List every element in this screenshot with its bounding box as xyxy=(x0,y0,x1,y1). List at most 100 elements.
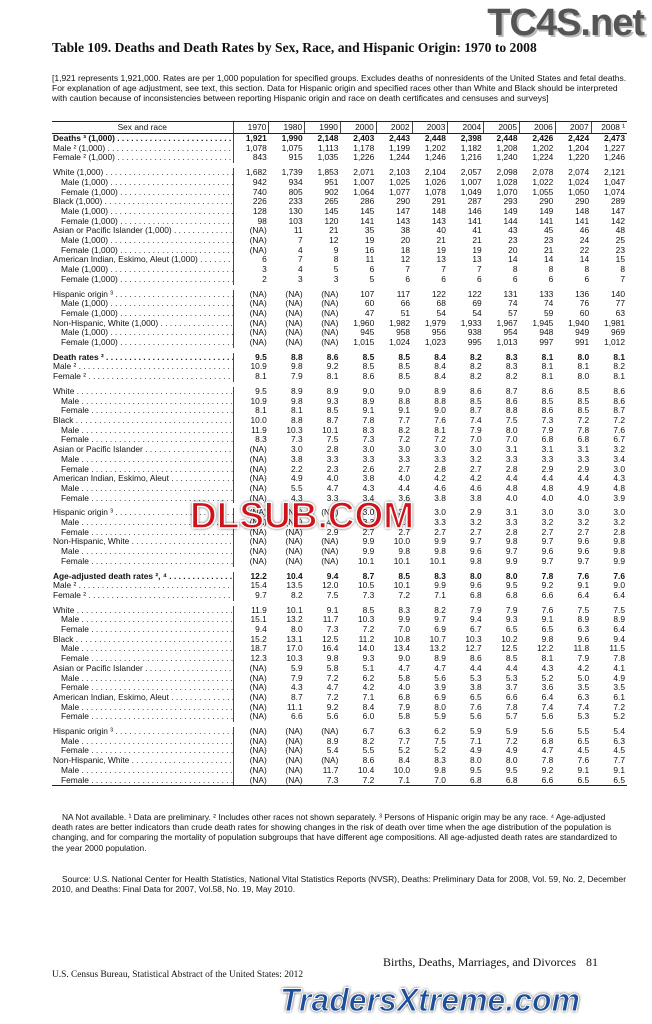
value-cell: 5.2 xyxy=(398,746,411,756)
value-cell: 2.7 xyxy=(470,464,482,474)
value-cell: 8.5 xyxy=(362,352,375,362)
value-cell: 9.9 xyxy=(505,556,518,566)
value-cell: 8.6 xyxy=(362,372,375,382)
value-cell: 9.1 xyxy=(398,406,411,416)
value-cell: 1,739 xyxy=(281,168,303,178)
value-cell: 8.1 xyxy=(232,372,269,382)
value-cell: 4.7 xyxy=(326,483,339,493)
value-cell: 46 xyxy=(579,226,590,236)
value-cell: 10.2 xyxy=(501,634,518,644)
row-label: Male xyxy=(52,644,233,654)
value-cell: 147 xyxy=(611,206,625,216)
value-cell: 8.0 xyxy=(434,702,446,712)
value-cell: 1,012 xyxy=(604,338,625,348)
value-cell: 12.5 xyxy=(501,644,518,654)
value-cell: 6.7 xyxy=(362,727,375,737)
value-cell: 5.3 xyxy=(470,673,482,683)
value-cell: 6.8 xyxy=(577,435,590,445)
value-cell: 12 xyxy=(400,255,411,265)
value-cell: 956 xyxy=(431,328,446,338)
row-label: White xyxy=(52,606,233,616)
column-header: 1970 xyxy=(232,121,269,134)
value-cell: 8.1 xyxy=(232,406,269,416)
value-cell: 3.5 xyxy=(577,683,590,693)
value-cell: 1,026 xyxy=(424,177,446,187)
value-cell: 286 xyxy=(360,197,375,207)
value-cell: 1,204 xyxy=(568,143,590,153)
value-cell: 5 xyxy=(369,274,375,284)
value-cell: 5.9 xyxy=(434,712,446,722)
row-label: Female xyxy=(52,494,233,504)
value-cell: 5.1 xyxy=(362,663,375,673)
value-cell: 8.6 xyxy=(541,386,554,396)
row-label: Female ² (1,000) xyxy=(52,153,233,163)
value-cell: 17.0 xyxy=(286,644,303,654)
value-cell: 9.8 xyxy=(470,556,482,566)
table-row: Hispanic origin ³(NA)(NA)(NA)6.76.36.25.… xyxy=(52,727,627,737)
value-cell: 8.9 xyxy=(434,654,446,664)
value-cell: 740 xyxy=(232,187,269,198)
value-cell: 8.8 xyxy=(290,352,303,362)
footer-publisher: U.S. Census Bureau, Statistical Abstract… xyxy=(52,970,304,980)
value-cell: 8.0 xyxy=(470,571,482,581)
value-cell: 7.9 xyxy=(290,673,303,683)
value-cell: 8.6 xyxy=(470,386,482,396)
value-cell: 2.8 xyxy=(326,445,339,455)
value-cell: 3.7 xyxy=(505,683,518,693)
value-cell: 3.8 xyxy=(470,493,482,503)
value-cell: 9.8 xyxy=(613,547,625,557)
value-cell: 226 xyxy=(232,197,269,207)
value-cell: 147 xyxy=(396,206,411,216)
value-cell: 1,967 xyxy=(496,318,518,328)
value-cell: 8.1 xyxy=(541,362,554,372)
value-cell: 1,023 xyxy=(424,338,446,348)
value-cell: (NA) xyxy=(285,328,303,338)
value-cell: 1,199 xyxy=(389,143,411,153)
table-row: American Indian, Eskimo, Aleut(NA) 4.9 4.0… xyxy=(52,474,627,484)
row-label: Hispanic origin ³ xyxy=(52,508,233,518)
row-label: Male xyxy=(52,426,233,436)
value-cell: 9.6 xyxy=(541,547,554,557)
value-cell: 15.2 xyxy=(232,634,269,645)
row-label: American Indian, Eskimo, Aleut xyxy=(52,474,233,484)
table-row: White11.9 10.1 9.1 8.5 8.3 8.2 7.9 7.9 7.6 7.5 7.5 xyxy=(52,605,627,616)
value-cell: 4.4 xyxy=(505,474,518,484)
value-cell: (NA) xyxy=(321,508,339,518)
row-label: Female xyxy=(52,435,233,445)
table-row: Deaths ³ (1,000)1,921 1,990 2,148 2,403 2,44… xyxy=(52,133,627,144)
value-cell: 6.2 xyxy=(362,673,375,683)
value-cell: 6.4 xyxy=(577,590,590,600)
value-cell: 8.2 xyxy=(398,425,411,435)
value-cell: (NA) xyxy=(232,493,269,504)
value-cell: 21 xyxy=(329,226,339,236)
value-cell: 7.4 xyxy=(577,702,590,712)
value-cell: 7.1 xyxy=(434,590,446,600)
value-cell: 14.0 xyxy=(357,644,375,654)
value-cell: 10.0 xyxy=(232,415,269,426)
table-row: Asian or Pacific Islander(NA) 3.0 2.8 3.0 3.… xyxy=(52,445,627,455)
value-cell: 1,945 xyxy=(532,318,554,328)
value-cell: 23 xyxy=(615,245,625,255)
row-label: Female xyxy=(52,775,233,787)
value-cell: 948 xyxy=(539,328,554,338)
value-cell: 4.4 xyxy=(470,663,482,673)
value-cell: 9.7 xyxy=(505,547,518,557)
value-cell: 9.4 xyxy=(326,571,339,581)
row-label: Male xyxy=(52,674,233,684)
section-name: Births, Deaths, Marriages, and Divorces xyxy=(383,955,576,969)
value-cell: 8 xyxy=(512,265,518,275)
value-cell: (NA) xyxy=(232,318,269,329)
value-cell: 5.3 xyxy=(577,712,590,722)
value-cell: (NA) xyxy=(232,226,269,237)
value-cell: 8.2 xyxy=(470,372,482,382)
value-cell: 8.6 xyxy=(505,396,518,406)
value-cell: 8.6 xyxy=(541,406,554,416)
value-cell: 143 xyxy=(396,216,411,226)
row-label: Female xyxy=(52,528,233,538)
value-cell: 8.2 xyxy=(613,362,625,372)
value-cell: 10.1 xyxy=(393,556,411,566)
value-cell: 8.5 xyxy=(398,362,411,372)
column-header: 2000 xyxy=(339,121,377,134)
column-header: 2006 xyxy=(519,121,556,134)
value-cell: 8.1 xyxy=(541,352,554,362)
